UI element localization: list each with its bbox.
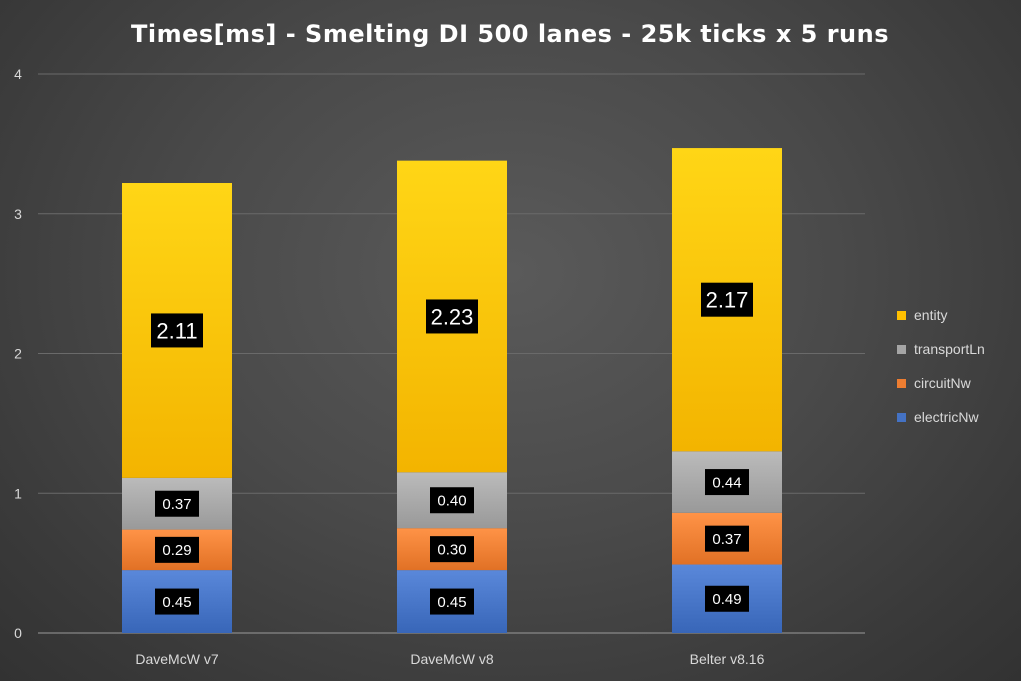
x-category-label: DaveMcW v8: [410, 651, 493, 667]
legend-item-transportLn: transportLn: [897, 341, 985, 357]
y-axis-ticks: 0 1 2 3 4: [14, 66, 22, 641]
y-tick-label: 1: [14, 485, 22, 501]
data-label-box: [701, 282, 753, 317]
legend: entity transportLn circuitNw electricNw: [897, 307, 985, 425]
data-label-box: [155, 490, 199, 517]
data-label-text: 0.45: [162, 594, 191, 611]
data-label-text: 0.44: [712, 474, 741, 491]
data-label-text: 0.30: [437, 542, 466, 559]
data-label-box: [430, 588, 474, 615]
legend-label: transportLn: [914, 341, 985, 357]
data-label-text: 0.49: [712, 591, 741, 608]
data-label-text: 0.37: [712, 531, 741, 548]
data-label: 0.49: [705, 585, 749, 612]
legend-item-entity: entity: [897, 307, 947, 323]
data-label-text: 0.37: [162, 496, 191, 513]
x-axis-labels: DaveMcW v7 DaveMcW v8 Belter v8.16: [135, 651, 764, 667]
data-label-box: [705, 525, 749, 552]
legend-label: circuitNw: [914, 375, 972, 391]
data-label: 0.40: [430, 487, 474, 514]
data-label-text: 0.45: [437, 594, 466, 611]
data-label-box: [705, 585, 749, 612]
x-category-label: DaveMcW v7: [135, 651, 218, 667]
data-labels: 0.45 0.29 0.37 2.11 0.45 0.30 0.40 2.23 0.49 0.37…: [151, 282, 753, 615]
data-label-text: 2.23: [431, 304, 474, 329]
y-tick-label: 4: [14, 66, 22, 82]
legend-swatch: [897, 413, 906, 422]
legend-label: entity: [914, 307, 947, 323]
data-label-box: [430, 487, 474, 514]
data-label-text: 2.17: [706, 288, 749, 313]
legend-swatch: [897, 379, 906, 388]
data-label-text: 0.29: [162, 542, 191, 559]
y-tick-label: 2: [14, 346, 22, 362]
data-label: 2.23: [426, 299, 478, 334]
data-label-box: [705, 469, 749, 496]
data-label: 0.45: [430, 588, 474, 615]
data-label-text: 2.11: [156, 318, 197, 343]
legend-item-circuitNw: circuitNw: [897, 375, 972, 391]
data-label-box: [151, 313, 203, 348]
legend-label: electricNw: [914, 409, 979, 425]
y-tick-label: 3: [14, 206, 22, 222]
data-label: 0.29: [155, 536, 199, 563]
legend-swatch: [897, 311, 906, 320]
data-label-text: 0.40: [437, 493, 466, 510]
chart-title: Times[ms] - Smelting DI 500 lanes - 25k …: [131, 20, 889, 48]
data-label-box: [430, 536, 474, 563]
data-label: 0.45: [155, 588, 199, 615]
data-label: 2.17: [701, 282, 753, 317]
data-label: 0.37: [705, 525, 749, 552]
data-label-box: [426, 299, 478, 334]
legend-item-electricNw: electricNw: [897, 409, 979, 425]
data-label-box: [155, 588, 199, 615]
data-label-box: [155, 536, 199, 563]
data-label: 0.37: [155, 490, 199, 517]
data-label: 0.30: [430, 536, 474, 563]
data-label: 0.44: [705, 469, 749, 496]
y-tick-label: 0: [14, 625, 22, 641]
data-label: 2.11: [151, 313, 203, 348]
x-category-label: Belter v8.16: [690, 651, 765, 667]
legend-swatch: [897, 345, 906, 354]
